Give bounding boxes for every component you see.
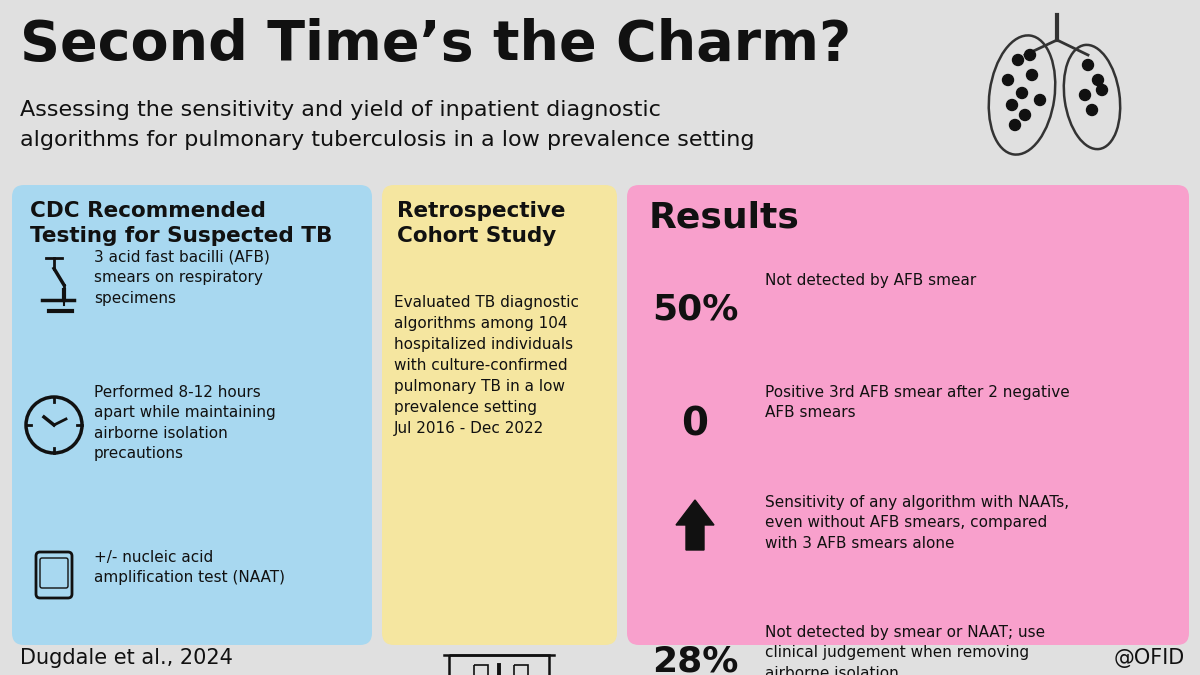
Circle shape: [1016, 88, 1027, 99]
Circle shape: [1020, 109, 1031, 121]
Circle shape: [1026, 70, 1038, 80]
FancyArrow shape: [676, 500, 714, 550]
Text: Assessing the sensitivity and yield of inpatient diagnostic
algorithms for pulmo: Assessing the sensitivity and yield of i…: [20, 100, 755, 150]
Text: 28%: 28%: [652, 645, 738, 675]
FancyBboxPatch shape: [12, 185, 372, 645]
Circle shape: [1092, 74, 1104, 86]
Circle shape: [1086, 105, 1098, 115]
Text: Dugdale et al., 2024: Dugdale et al., 2024: [20, 648, 233, 668]
Circle shape: [1002, 74, 1014, 86]
Circle shape: [1025, 49, 1036, 61]
Text: 0: 0: [682, 405, 708, 443]
Text: +/- nucleic acid
amplification test (NAAT): +/- nucleic acid amplification test (NAA…: [94, 550, 286, 585]
Text: Second Time’s the Charm?: Second Time’s the Charm?: [20, 18, 851, 72]
FancyBboxPatch shape: [628, 185, 1189, 645]
Text: Performed 8-12 hours
apart while maintaining
airborne isolation
precautions: Performed 8-12 hours apart while maintai…: [94, 385, 276, 461]
Circle shape: [1080, 90, 1091, 101]
Text: Positive 3rd AFB smear after 2 negative
AFB smears: Positive 3rd AFB smear after 2 negative …: [766, 385, 1069, 421]
Text: Retrospective
Cohort Study: Retrospective Cohort Study: [397, 201, 565, 246]
Circle shape: [1082, 59, 1093, 70]
Text: CDC Recommended
Testing for Suspected TB: CDC Recommended Testing for Suspected TB: [30, 201, 332, 246]
Circle shape: [1097, 84, 1108, 95]
Text: 50%: 50%: [652, 293, 738, 327]
Circle shape: [1013, 55, 1024, 65]
Text: 3 acid fast bacilli (AFB)
smears on respiratory
specimens: 3 acid fast bacilli (AFB) smears on resp…: [94, 250, 270, 306]
Circle shape: [1007, 99, 1018, 111]
Circle shape: [1009, 119, 1020, 130]
Text: Results: Results: [649, 201, 800, 235]
FancyBboxPatch shape: [382, 185, 617, 645]
Text: Not detected by AFB smear: Not detected by AFB smear: [766, 273, 977, 288]
Text: Not detected by smear or NAAT; use
clinical judgement when removing
airborne iso: Not detected by smear or NAAT; use clini…: [766, 625, 1045, 675]
Text: Evaluated TB diagnostic
algorithms among 104
hospitalized individuals
with cultu: Evaluated TB diagnostic algorithms among…: [394, 295, 580, 436]
Text: @OFID: @OFID: [1114, 648, 1186, 668]
Text: Sensitivity of any algorithm with NAATs,
even without AFB smears, compared
with : Sensitivity of any algorithm with NAATs,…: [766, 495, 1069, 551]
Circle shape: [1034, 95, 1045, 105]
